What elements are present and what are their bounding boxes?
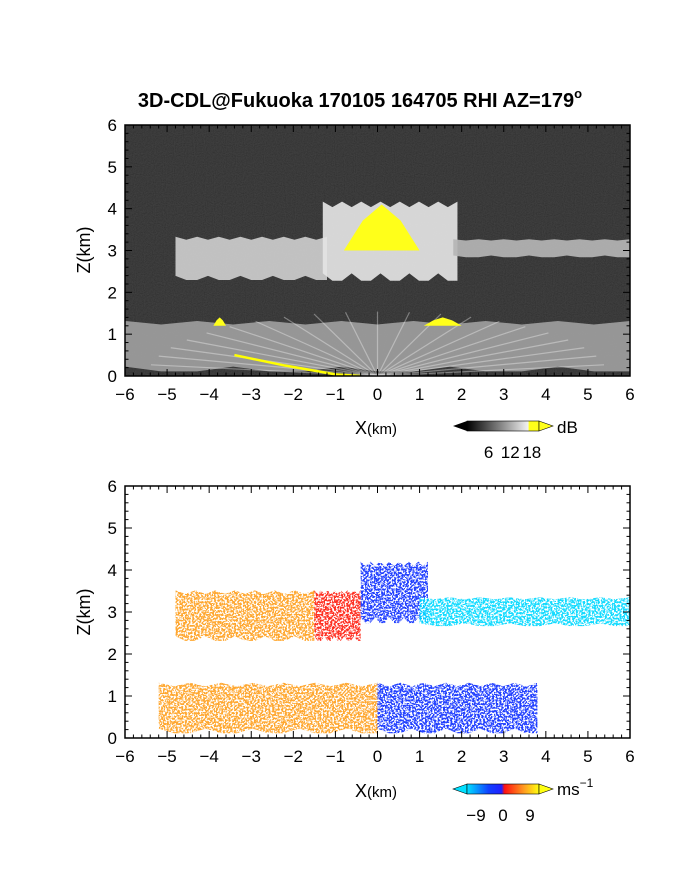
snr-saturated-patch bbox=[343, 204, 420, 251]
snr-x-tick-label: 0 bbox=[373, 385, 382, 404]
snr-colorbar-tick-label: 6 bbox=[484, 443, 493, 462]
velocity-x-tick-label: −1 bbox=[326, 747, 345, 766]
velocity-region-cloud-dome-east bbox=[360, 561, 428, 624]
snr-x-tick-label: −3 bbox=[242, 385, 261, 404]
snr-x-tick-label: 2 bbox=[457, 385, 466, 404]
snr-y-tick-label: 5 bbox=[108, 158, 117, 177]
snr-colorbar-left-arrow bbox=[453, 421, 467, 431]
velocity-marks bbox=[158, 561, 630, 734]
velocity-colorbar-bar bbox=[466, 783, 540, 795]
velocity-colorbar: ms−1 −9 0 9 bbox=[452, 776, 594, 825]
snr-y-tick-label: 0 bbox=[108, 367, 117, 386]
snr-x-axis-label: X(km) bbox=[355, 418, 397, 438]
snr-x-tick-label: −6 bbox=[115, 385, 134, 404]
velocity-x-axis-label: X(km) bbox=[355, 781, 397, 801]
snr-colorbar-tick-label: 18 bbox=[522, 443, 541, 462]
snr-y-tick-label: 6 bbox=[108, 116, 117, 135]
velocity-region-cloud-west bbox=[175, 590, 315, 641]
snr-radial-ray bbox=[377, 332, 549, 376]
velocity-y-tick-label: 2 bbox=[108, 645, 117, 664]
snr-y-axis-label: Z(km) bbox=[74, 227, 94, 274]
snr-y-tick-label: 3 bbox=[108, 242, 117, 261]
snr-radial-ray bbox=[255, 320, 378, 376]
snr-x-tick-label: 1 bbox=[415, 385, 424, 404]
snr-x-tick-label: −1 bbox=[326, 385, 345, 404]
snr-radial-ray bbox=[377, 320, 500, 376]
velocity-x-tick-label: 4 bbox=[541, 747, 550, 766]
snr-radial-ray bbox=[158, 355, 378, 376]
snr-radial-ray bbox=[313, 313, 378, 376]
velocity-x-tick-label: 2 bbox=[457, 747, 466, 766]
snr-radial-ray bbox=[377, 316, 472, 376]
snr-y-tick-label: 2 bbox=[108, 283, 117, 302]
snr-saturated-patch bbox=[213, 317, 226, 326]
velocity-y-tick-label: 3 bbox=[108, 603, 117, 622]
snr-radial-ray bbox=[377, 364, 605, 376]
velocity-x-tick-label: −5 bbox=[157, 747, 176, 766]
snr-y-tick-label: 4 bbox=[108, 200, 117, 219]
snr-colorbar-right-arrow bbox=[538, 420, 554, 432]
snr-echo-marks bbox=[125, 201, 630, 376]
velocity-panel: −6 −5 −4 −3 −2 −1 0 1 2 3 4 5 6 0 1 2 3 4 5 6 Z(km) X(km) m… bbox=[74, 477, 635, 825]
snr-colorbar-unit: dB bbox=[557, 418, 578, 437]
velocity-colorbar-right-arrow bbox=[538, 783, 554, 795]
velocity-x-tick-label: −4 bbox=[199, 747, 218, 766]
snr-x-tick-label: 3 bbox=[499, 385, 508, 404]
velocity-x-tick-label: −2 bbox=[284, 747, 303, 766]
snr-x-tick-label: −5 bbox=[157, 385, 176, 404]
velocity-colorbar-tick-label: −9 bbox=[466, 806, 485, 825]
snr-x-tick-label: −2 bbox=[284, 385, 303, 404]
snr-ground-clutter-line bbox=[234, 353, 361, 376]
snr-colorbar-bar bbox=[466, 420, 540, 432]
snr-radial-ray bbox=[377, 347, 585, 376]
velocity-region-cloud-dome-west bbox=[314, 590, 361, 641]
snr-region-cloud-layer-west bbox=[175, 236, 327, 280]
velocity-region-bl-east bbox=[377, 682, 538, 734]
velocity-colorbar-left-arrow bbox=[452, 783, 468, 795]
snr-colorbar-tick-label: 12 bbox=[501, 443, 520, 462]
velocity-colorbar-tick-label: 0 bbox=[498, 806, 507, 825]
velocity-region-cloud-east bbox=[419, 597, 630, 627]
snr-x-tick-label: 4 bbox=[541, 385, 550, 404]
velocity-y-tick-label: 5 bbox=[108, 519, 117, 538]
velocity-x-tick-label: 0 bbox=[373, 747, 382, 766]
velocity-y-tick-label: 0 bbox=[108, 729, 117, 748]
velocity-y-tick-label: 6 bbox=[108, 477, 117, 496]
snr-x-tick-label: 6 bbox=[625, 385, 634, 404]
snr-colorbar: dB 6 12 18 bbox=[453, 418, 578, 462]
figure-title: 3D-CDL@Fukuoka 170105 164705 RHI AZ=179o bbox=[138, 86, 582, 112]
snr-region-cloud-layer-east bbox=[453, 239, 630, 258]
snr-radial-ray bbox=[377, 326, 526, 376]
velocity-y-tick-label: 4 bbox=[108, 561, 117, 580]
snr-x-tick-label: 5 bbox=[583, 385, 592, 404]
snr-radial-ray bbox=[229, 326, 378, 376]
velocity-y-tick-label: 1 bbox=[108, 687, 117, 706]
snr-radial-ray bbox=[376, 311, 411, 376]
velocity-x-tick-label: −6 bbox=[115, 747, 134, 766]
snr-radial-ray bbox=[186, 339, 378, 376]
velocity-colorbar-unit: ms−1 bbox=[557, 776, 594, 799]
snr-radial-ray bbox=[170, 347, 378, 376]
snr-y-tick-label: 1 bbox=[108, 325, 117, 344]
velocity-x-tick-label: 5 bbox=[583, 747, 592, 766]
velocity-x-tick-label: 3 bbox=[499, 747, 508, 766]
snr-x-tick-label: −4 bbox=[199, 385, 218, 404]
velocity-x-tick-label: 6 bbox=[625, 747, 634, 766]
snr-radial-ray bbox=[377, 355, 597, 376]
snr-axes: −6 −5 −4 −3 −2 −1 0 1 2 3 4 5 6 0 1 2 3 4 5 6 bbox=[108, 116, 635, 404]
velocity-colorbar-tick-label: 9 bbox=[525, 806, 534, 825]
velocity-x-tick-label: −3 bbox=[242, 747, 261, 766]
snr-radial-ray bbox=[283, 316, 378, 376]
velocity-y-axis-label: Z(km) bbox=[74, 589, 94, 636]
velocity-region-bl-west bbox=[158, 682, 378, 734]
velocity-x-tick-label: 1 bbox=[415, 747, 424, 766]
snr-radial-ray bbox=[206, 332, 378, 376]
snr-radial-ray bbox=[377, 339, 569, 376]
velocity-axes: −6 −5 −4 −3 −2 −1 0 1 2 3 4 5 6 0 1 2 3 4 5 6 bbox=[108, 477, 635, 766]
snr-saturated-patch bbox=[423, 317, 462, 326]
snr-radial-ray bbox=[344, 311, 379, 376]
